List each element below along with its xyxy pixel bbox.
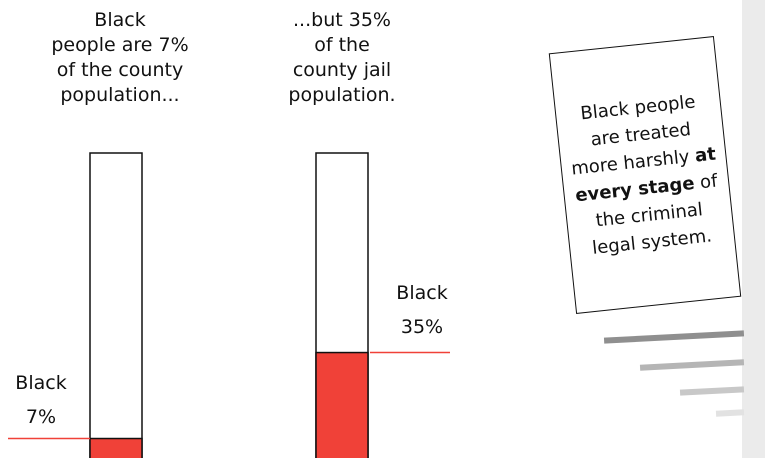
bar-1-value-label: Black 7% xyxy=(2,366,80,434)
bar-1-heading-line: people are 7% xyxy=(51,34,189,56)
bar-2-heading: ...but 35% of the county jail population… xyxy=(242,8,442,108)
bar-1-heading-line: Black xyxy=(94,9,146,31)
bars-group xyxy=(8,152,450,458)
bar-1-value-number: 7% xyxy=(25,406,57,428)
bar-2-fill xyxy=(315,351,369,458)
callout-text-before: Black people are treated more harshly xyxy=(570,91,697,180)
callout-text: Black people are treated more harshly at… xyxy=(562,87,728,264)
bar-2-value-group: Black xyxy=(396,282,448,304)
bar-2-heading-line: ...but 35% xyxy=(293,9,391,31)
bar-1-heading-line: population... xyxy=(60,84,180,106)
right-side-panel xyxy=(742,0,765,458)
bar-2-value-number: 35% xyxy=(400,316,444,338)
bar-1-fill xyxy=(89,437,143,458)
bar-2-heading-line: county jail xyxy=(292,59,392,81)
bar-1-heading: Black people are 7% of the county popula… xyxy=(20,8,220,108)
bar-2-heading-line: of the xyxy=(314,34,370,56)
bar-1-heading-line: of the county xyxy=(56,59,184,81)
bar-1-value-group: Black xyxy=(15,372,67,394)
bar-2-heading-line: population. xyxy=(288,84,396,106)
bar-2-value-label: Black 35% xyxy=(380,276,464,344)
bar-1-outline xyxy=(89,152,143,458)
callout-box: Black people are treated more harshly at… xyxy=(548,36,742,314)
